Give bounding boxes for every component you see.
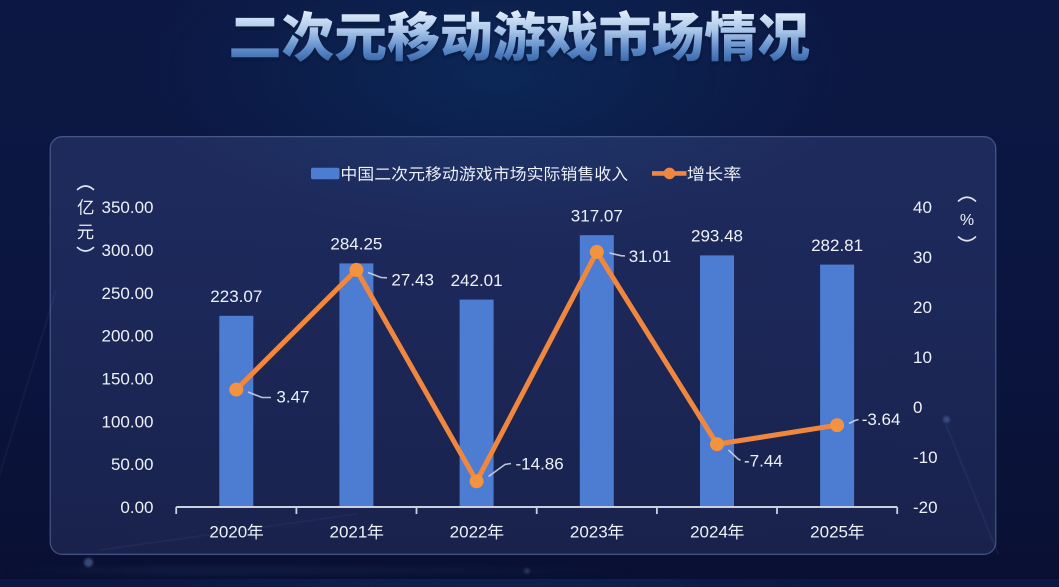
svg-text:31.01: 31.01 [629,247,672,266]
svg-text:2024: 2024 [690,523,728,542]
svg-text:30: 30 [913,248,932,267]
svg-text:242.01: 242.01 [451,271,503,290]
svg-text:223.07: 223.07 [210,287,262,306]
svg-text:100.00: 100.00 [102,412,154,431]
svg-text:-7.44: -7.44 [744,452,783,471]
svg-text:350.00: 350.00 [102,198,154,217]
svg-text:2023: 2023 [570,523,608,542]
svg-text:%: % [960,212,974,229]
svg-text:-20: -20 [913,498,938,517]
svg-text:-14.86: -14.86 [516,454,564,473]
svg-text:-3.64: -3.64 [862,410,901,429]
svg-text:2020: 2020 [209,523,247,542]
svg-text:27.43: 27.43 [391,271,434,290]
svg-text:293.48: 293.48 [691,227,743,246]
svg-text:0: 0 [913,398,922,417]
svg-text:284.25: 284.25 [330,235,382,254]
svg-text:10: 10 [913,348,932,367]
svg-text:282.81: 282.81 [811,236,863,255]
svg-text:50.00: 50.00 [111,455,154,474]
svg-text:0.00: 0.00 [120,498,153,517]
svg-text:300.00: 300.00 [102,241,154,260]
svg-text:317.07: 317.07 [571,206,623,225]
svg-text:2021: 2021 [329,523,367,542]
svg-text:250.00: 250.00 [102,284,154,303]
svg-text:20: 20 [913,298,932,317]
svg-text:150.00: 150.00 [102,370,154,389]
svg-text:-10: -10 [913,448,938,467]
svg-text:3.47: 3.47 [276,388,309,407]
svg-text:2025: 2025 [810,523,848,542]
svg-text:2022: 2022 [450,523,488,542]
svg-text:40: 40 [913,198,932,217]
svg-text:200.00: 200.00 [102,327,154,346]
